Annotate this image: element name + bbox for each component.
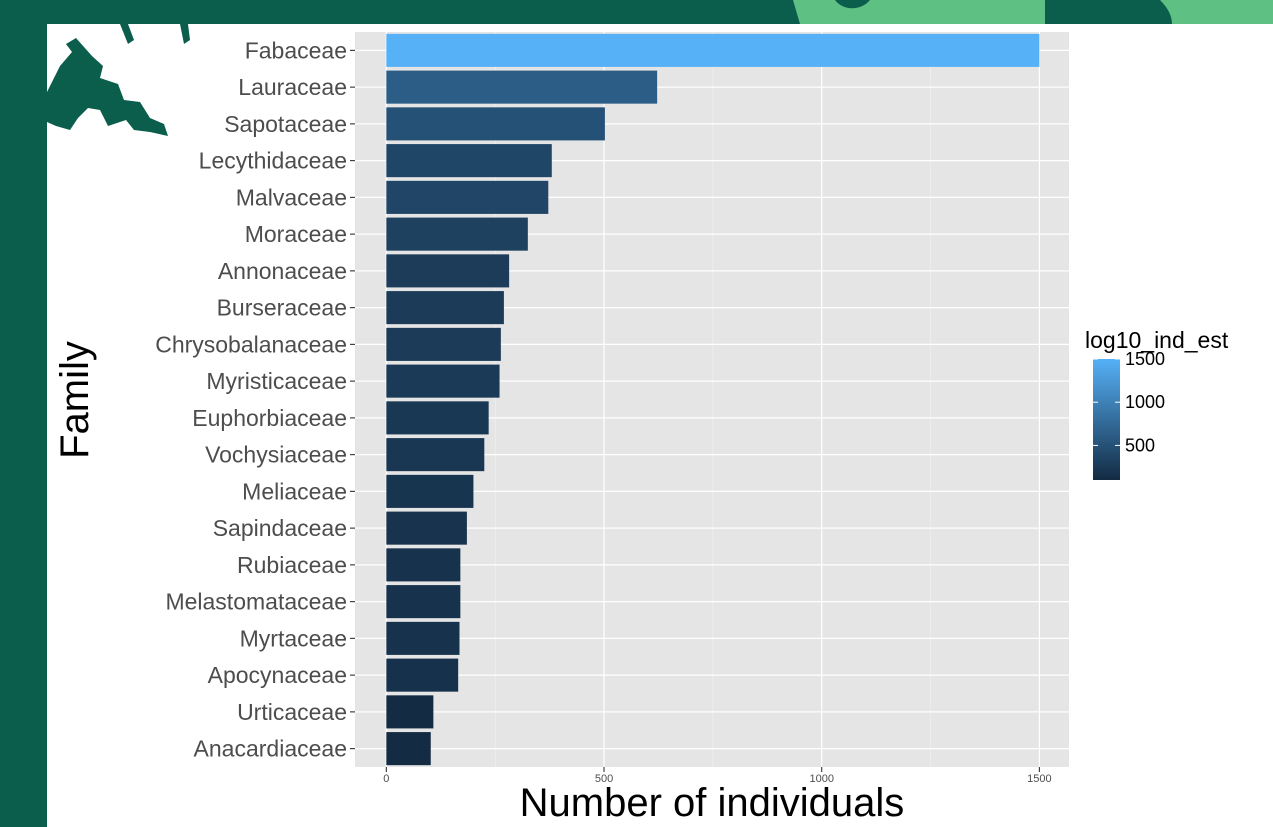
bar-anacardiaceae — [386, 732, 431, 766]
x-tick-label: 1000 — [809, 773, 833, 785]
y-axis: Fabaceae Lauraceae Sapotaceae Lecythidaceae… — [155, 37, 355, 762]
bar-apocynaceae — [386, 658, 459, 692]
y-tick-label: Fabaceae — [245, 37, 347, 63]
bar-malvaceae — [386, 180, 549, 214]
bar-chrysobalanaceae — [386, 327, 501, 361]
bar-lauraceae — [386, 70, 658, 104]
bar-vochysiaceae — [386, 438, 485, 472]
y-tick-label: Melastomataceae — [165, 589, 347, 615]
bar-sapindaceae — [386, 511, 467, 545]
x-axis-title: Number of individuals — [520, 781, 905, 825]
legend-tick-label: 1500 — [1125, 349, 1165, 369]
y-tick-label: Burseraceae — [217, 295, 347, 321]
y-tick-label: Malvaceae — [236, 184, 347, 210]
bar-moraceae — [386, 217, 528, 251]
y-tick-label: Lauraceae — [238, 74, 347, 100]
y-tick-label: Myrtaceae — [240, 625, 347, 651]
bar-meliaceae — [386, 474, 474, 508]
y-tick-label: Vochysiaceae — [205, 442, 347, 468]
y-tick-label: Lecythidaceae — [199, 148, 347, 174]
legend-ticks: 1500 1000 500 — [1093, 349, 1165, 455]
legend-colorbar — [1093, 359, 1120, 480]
slide-top-dark-shape — [1045, 0, 1172, 24]
y-tick-label: Sapotaceae — [224, 111, 347, 137]
bar-myristicaceae — [386, 364, 500, 398]
y-tick-label: Chrysobalanaceae — [155, 331, 347, 357]
y-tick-label: Euphorbiaceae — [192, 405, 347, 431]
y-tick-label: Apocynaceae — [208, 662, 347, 688]
bar-sapotaceae — [386, 107, 605, 141]
bar-myrtaceae — [386, 621, 460, 655]
legend: log10_ind_est 1500 1000 500 — [1085, 327, 1229, 480]
panel-background — [355, 32, 1069, 767]
x-tick-label: 0 — [383, 773, 389, 785]
x-tick-label: 1500 — [1027, 773, 1051, 785]
bar-lecythidaceae — [386, 144, 552, 178]
bar-urticaceae — [386, 695, 434, 729]
y-tick-label: Moraceae — [245, 221, 347, 247]
bar-fabaceae — [386, 33, 1040, 67]
grid-lines — [355, 32, 1069, 767]
slide-top-blob — [835, 0, 870, 9]
leaf-silhouette-icon — [47, 38, 168, 136]
y-tick-label: Urticaceae — [237, 699, 347, 725]
y-tick-label: Rubiaceae — [237, 552, 347, 578]
bar-melastomataceae — [386, 585, 461, 619]
y-axis-title: Family — [53, 341, 97, 459]
bar-euphorbiaceae — [386, 401, 489, 435]
plot-panel — [355, 32, 1069, 767]
x-tick-label: 500 — [595, 773, 613, 785]
bar-annonaceae — [386, 254, 510, 288]
y-tick-label: Anacardiaceae — [194, 736, 347, 762]
slide-left-band — [0, 0, 47, 827]
y-tick-label: Annonaceae — [218, 258, 347, 284]
legend-tick-label: 1000 — [1125, 392, 1165, 412]
y-tick-label: Meliaceae — [242, 478, 347, 504]
y-tick-label: Sapindaceae — [213, 515, 347, 541]
legend-title: log10_ind_est — [1085, 327, 1229, 353]
x-axis: 0 500 1000 1500 — [383, 767, 1052, 785]
y-tick-label: Myristicaceae — [206, 368, 347, 394]
bars — [386, 33, 1040, 766]
legend-tick-label: 500 — [1125, 435, 1155, 455]
bar-rubiaceae — [386, 548, 461, 582]
bar-burseraceae — [386, 291, 504, 325]
leaf-stem-icon — [120, 24, 190, 44]
